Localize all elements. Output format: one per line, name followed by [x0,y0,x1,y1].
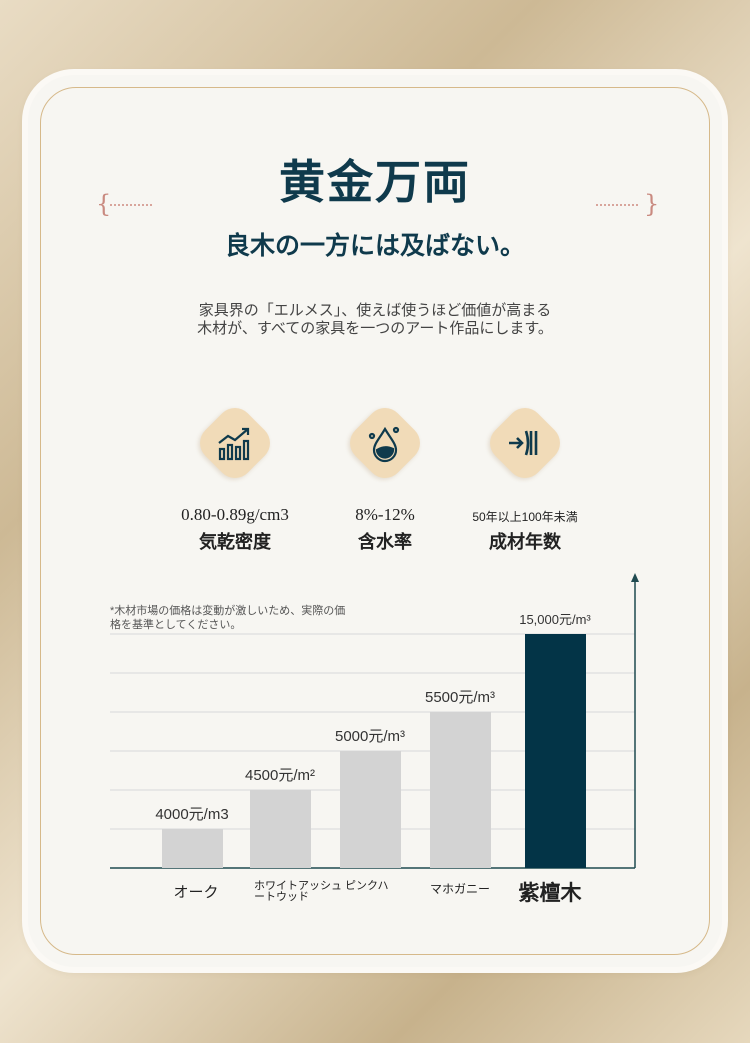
stat-label: 成材年数 [489,532,561,552]
stat-value: 50年以上100年未満 [472,510,578,524]
price-note: *木材市場の価格は変動が激しいため、実際の価 格を基準としてください。 [110,604,390,632]
divider-dots-left [110,204,152,206]
brace-left: { [96,190,112,218]
x-tick-label: マホガニー [430,882,490,896]
x-tick-label: オーク [173,884,218,901]
note-line: 格を基準としてください。 [110,619,242,631]
growth-chart-icon [192,400,278,486]
x-tick-label: ートウッド [254,890,309,903]
bar [340,751,401,868]
x-tick-label: ホワイトアッシュ ピンクハ [254,879,389,892]
bar-value-label: 15,000元/m³ [519,612,591,627]
stat-label: 含水率 [358,532,412,552]
bar [525,634,586,868]
page-subtitle: 良木の一方には及ばない。 [224,232,525,260]
bar-value-label: 4000元/m3 [155,806,228,823]
y-axis-arrow [631,573,639,582]
stat-label: 気乾密度 [199,532,271,552]
bar-value-label: 5500元/m³ [425,689,495,706]
intro-line: 木材が、すべての家具を一つのアート作品にします。 [197,320,553,337]
bar-value-label: 5000元/m³ [335,728,405,745]
bar-value-label: 4500元/m² [245,767,315,784]
note-line: *木材市場の価格は変動が激しいため、実際の価 [110,605,346,617]
stat-value: 0.80-0.89g/cm3 [181,505,289,524]
brace-right: } [644,190,660,218]
intro-text: 家具界の「エルメス」、使えば使うほど価値が高まる 木材が、すべての家具を一つのア… [0,302,750,338]
page-title: 黄金万両 [279,156,471,208]
arrow-into-layers-icon [482,400,568,486]
bar [162,829,223,868]
intro-line: 家具界の「エルメス」、使えば使うほど価値が高まる [198,302,552,319]
bar [250,790,311,868]
divider-dots-right [596,204,638,206]
water-drop-icon [342,400,428,486]
bar [430,712,491,868]
stat-value: 8%-12% [355,505,415,524]
x-tick-label: 紫檀木 [519,881,583,905]
